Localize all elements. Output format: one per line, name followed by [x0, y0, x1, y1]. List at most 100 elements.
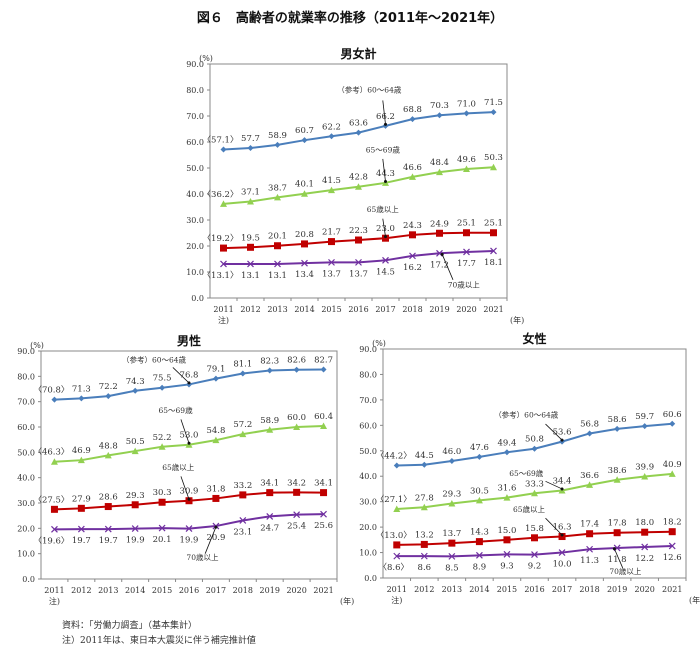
data-point	[448, 499, 456, 507]
data-point	[247, 198, 254, 205]
data-point	[614, 425, 621, 432]
data-point	[50, 505, 58, 513]
data-label: 24.7	[260, 523, 279, 533]
data-point	[328, 133, 335, 140]
data-label: 〈36.2〉	[203, 190, 239, 200]
data-point	[490, 229, 497, 237]
data-point	[475, 496, 483, 504]
x-tick-label: 2021	[662, 585, 682, 594]
chart-title: 女性	[522, 331, 546, 346]
data-label: 19.7	[72, 536, 91, 546]
data-point	[220, 244, 227, 252]
data-point	[247, 144, 254, 151]
data-label: 18.1	[484, 258, 503, 268]
data-point	[328, 258, 335, 266]
data-label: 29.3	[442, 489, 461, 499]
data-point	[158, 443, 166, 450]
data-label: 20.8	[295, 230, 314, 240]
data-label: 〈13.1〉	[203, 271, 239, 281]
data-label: 60.4	[314, 412, 333, 422]
data-label: 53.0	[180, 431, 199, 441]
data-label: 13.2	[415, 530, 434, 540]
data-label: 17.2	[430, 260, 449, 270]
data-point	[158, 498, 166, 506]
data-label: 46.0	[442, 447, 461, 457]
annotation-arrow	[180, 419, 190, 444]
y-axis-unit: (%)	[30, 341, 44, 350]
y-tick-label: 0.0	[364, 574, 377, 583]
x-tick-label: 2021	[313, 586, 333, 595]
plot-area	[382, 348, 687, 579]
y-tick-label: 40.0	[17, 474, 35, 483]
data-label: 52.2	[153, 433, 172, 443]
data-label: 34.2	[287, 478, 306, 488]
data-point	[558, 533, 566, 541]
x-tick-label: 2020	[286, 586, 306, 595]
data-point	[239, 370, 246, 377]
data-point	[448, 552, 456, 560]
data-point	[132, 387, 139, 394]
y-tick-label: 90.0	[17, 347, 35, 356]
data-point	[51, 525, 58, 533]
data-label: 24.3	[403, 221, 422, 231]
data-label: 37.1	[241, 188, 260, 198]
chart-title: 男女計	[340, 46, 376, 61]
x-tick-label: 2015	[497, 585, 517, 594]
x-tick-label: 2018	[402, 305, 422, 314]
arrow-head	[384, 180, 387, 184]
data-label: 36.6	[580, 471, 599, 481]
data-point	[355, 236, 362, 244]
data-label: 42.8	[349, 173, 368, 183]
data-label: 50.8	[525, 435, 544, 445]
data-label: 57.2	[233, 420, 252, 430]
series-annotation-65-69: 65～69歳	[366, 144, 401, 154]
data-point	[320, 366, 327, 373]
data-point	[613, 529, 621, 537]
x-axis-unit: (年)	[340, 596, 354, 606]
data-label: 9.2	[528, 562, 542, 572]
series-annotation-70plus: 70歳以上	[186, 552, 219, 562]
data-point	[641, 528, 649, 536]
data-point	[51, 396, 58, 403]
data-label: 16.2	[403, 263, 422, 273]
annotation-arrow	[545, 517, 563, 536]
x-tick-label: 2017	[206, 586, 226, 595]
data-label: 74.3	[126, 377, 145, 387]
data-point	[212, 494, 220, 502]
annotation-arrow	[382, 218, 386, 237]
data-point	[131, 501, 139, 509]
arrow-head	[384, 235, 387, 239]
data-point	[382, 256, 389, 264]
data-point	[463, 229, 470, 237]
x-tick-label: 2011	[213, 305, 233, 314]
data-label: 71.3	[72, 384, 91, 394]
data-point	[586, 545, 594, 553]
data-point	[559, 438, 566, 445]
data-label: 13.4	[295, 270, 314, 280]
chart-title: 男性	[177, 333, 201, 348]
data-label: 13.7	[322, 269, 341, 279]
data-point	[104, 503, 112, 511]
arrow-head	[440, 252, 444, 256]
annotation-arrow	[204, 526, 217, 554]
data-label: 19.9	[126, 536, 145, 546]
data-point	[475, 551, 483, 559]
data-point	[328, 238, 335, 246]
data-label: 16.3	[553, 523, 572, 533]
data-point	[558, 549, 566, 556]
data-point	[266, 367, 273, 374]
y-tick-label: 80.0	[186, 86, 204, 95]
data-point	[320, 422, 328, 429]
data-label: 15.8	[525, 524, 544, 534]
data-label: 60.6	[663, 410, 682, 420]
data-point	[436, 229, 443, 237]
data-label: 13.7	[442, 529, 461, 539]
arrow-head	[187, 441, 191, 445]
data-point	[641, 472, 649, 480]
x-tick-label: 2017	[375, 305, 395, 314]
data-label: 8.9	[473, 562, 487, 572]
data-point	[293, 511, 301, 519]
x-tick-label: 2017	[552, 585, 572, 594]
chart-0: 男女計 0.0 10.0 20.0 30.0 40.0 50.0 60.0 70.0 80.0 90…	[186, 46, 524, 325]
data-point	[669, 420, 676, 427]
